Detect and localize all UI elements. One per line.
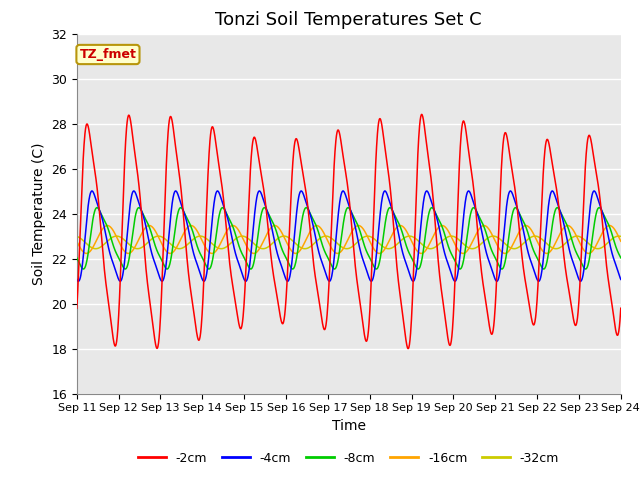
Title: Tonzi Soil Temperatures Set C: Tonzi Soil Temperatures Set C (216, 11, 482, 29)
X-axis label: Time: Time (332, 419, 366, 433)
Legend: -2cm, -4cm, -8cm, -16cm, -32cm: -2cm, -4cm, -8cm, -16cm, -32cm (133, 447, 564, 469)
Text: TZ_fmet: TZ_fmet (79, 48, 136, 61)
Y-axis label: Soil Temperature (C): Soil Temperature (C) (31, 143, 45, 285)
